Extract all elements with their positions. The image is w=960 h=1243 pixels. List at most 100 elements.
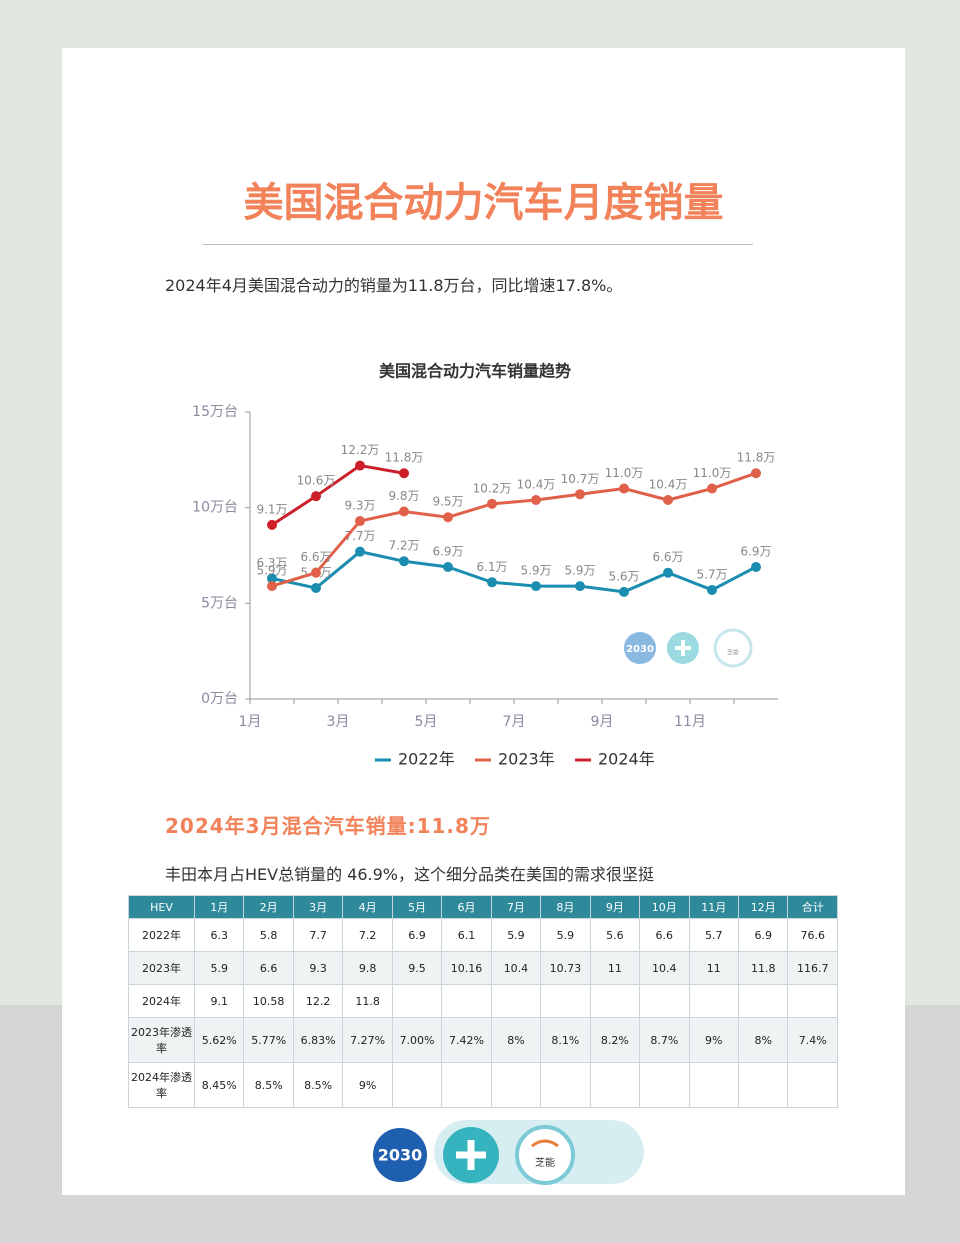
data-label: 10.2万 (473, 481, 512, 495)
table-cell: 6.1 (441, 918, 492, 952)
table-cell (441, 1062, 492, 1108)
logo-brand: 芝能 (535, 1156, 555, 1169)
header-row: HEV 1月 2月 3月 4月 5月 6月 7月 8月 9月 10月 11月 12月 合计 (128, 895, 838, 919)
marker (443, 561, 453, 572)
marker (487, 577, 497, 588)
table-cell: 11 (688, 951, 739, 985)
table-cell: 5.7 (688, 918, 739, 952)
y-tick-label: 0万台 (201, 691, 238, 707)
header-cell: 11月 (688, 895, 739, 919)
table-cell: 10.4 (639, 951, 690, 985)
table-cell (391, 1062, 443, 1108)
section-text: 丰田本月占HEV总销量的 46.9%，这个细分品类在美国的需求很坚挺 (165, 865, 655, 884)
marker (399, 468, 409, 479)
data-label: 10.4万 (649, 478, 688, 492)
table-cell: 9% (342, 1062, 393, 1108)
y-tick-label: 15万台 (192, 404, 238, 420)
marker (399, 556, 409, 567)
marker (707, 584, 717, 595)
legend-label: 2023年 (498, 750, 555, 769)
x-tick-label: 5月 (415, 714, 438, 730)
data-label: 9.8万 (388, 489, 419, 503)
table-cell: 9.1 (193, 984, 245, 1018)
data-label: 11.8万 (737, 451, 776, 465)
table-cell: 5.9 (540, 918, 591, 952)
table-cell (737, 984, 789, 1018)
x-tick-label: 1月 (239, 714, 262, 730)
data-label: 10.6万 (297, 474, 336, 488)
header-cell: 7月 (490, 895, 542, 919)
divider (203, 244, 753, 245)
table-cell: 8.5% (243, 1062, 294, 1108)
data-label: 6.9万 (432, 544, 463, 558)
table-cell: 12.2 (292, 984, 344, 1018)
marker (575, 581, 585, 592)
table-cell (688, 984, 739, 1018)
data-label: 6.1万 (476, 560, 507, 574)
data-label: 5.9万 (256, 564, 287, 578)
data-label: 9.3万 (344, 499, 375, 513)
table-cell (737, 1062, 789, 1108)
header-cell: 合计 (787, 895, 838, 919)
table-cell: 5.8 (243, 918, 294, 952)
table-cell: 8.2% (589, 1017, 641, 1063)
table-cell: 8% (737, 1017, 789, 1063)
table-cell: 9.3 (292, 951, 344, 985)
section-heading: 2024年3月混合汽车销量:11.8万 (165, 814, 491, 838)
table-cell: 5.77% (243, 1017, 294, 1063)
table-cell: 11.8 (342, 984, 393, 1018)
table-cell: 6.83% (292, 1017, 344, 1063)
table-cell (441, 984, 492, 1018)
table-cell: 2023年 (128, 951, 195, 985)
table-row: 2023年 5.9 6.6 9.3 9.8 9.5 10.16 10.4 10.73 11 10.4… (128, 951, 838, 985)
table-cell: 10.58 (243, 984, 294, 1018)
table-cell (639, 984, 690, 1018)
marker (619, 586, 629, 597)
table-cell: 10.16 (441, 951, 492, 985)
table-row: 2022年 6.3 5.8 7.7 7.2 6.9 6.1 5.9 5.9 5.6 6.6 5.7 6.… (128, 918, 838, 952)
card: 美国混合动力汽车月度销量 2024年4月美国混合动力的销量为11.8万台，同比增… (62, 48, 905, 1195)
table-cell: 116.7 (787, 951, 838, 985)
table-cell: 7.7 (292, 918, 344, 952)
table-cell: 8.5% (292, 1062, 344, 1108)
header-cell: 9月 (589, 895, 641, 919)
header-cell: 8月 (540, 895, 591, 919)
data-label: 5.9万 (564, 564, 595, 578)
table-cell: 7.4% (787, 1017, 838, 1063)
table-cell: 2024年渗透率 (128, 1062, 195, 1108)
marker (487, 498, 497, 509)
table-cell: 8% (490, 1017, 542, 1063)
marker (531, 581, 541, 592)
marker (751, 468, 761, 479)
table-cell: 8.7% (639, 1017, 690, 1063)
table-cell: 2023年渗透率 (128, 1017, 195, 1063)
table-cell (589, 1062, 641, 1108)
chart: 美国混合动力汽车销量趋势 2030 芝能 2030 芝能 0万台 5万台 10万台 1… (192, 362, 778, 1185)
table-cell: 10.73 (540, 951, 591, 985)
table-cell: 7.27% (342, 1017, 393, 1063)
table-cell: 6.3 (193, 918, 245, 952)
header-cell: 12月 (737, 895, 789, 919)
header-cell: 6月 (441, 895, 492, 919)
table-row: 2024年 9.1 10.58 12.2 11.8 (128, 984, 838, 1018)
table-cell (688, 1062, 739, 1108)
header-cell: 4月 (342, 895, 393, 919)
table-cell: 6.6 (639, 918, 690, 952)
data-label: 7.2万 (388, 539, 419, 553)
table-cell: 5.62% (193, 1017, 245, 1063)
logo-badge: 2030 (378, 1146, 423, 1165)
header-cell: 10月 (639, 895, 690, 919)
line (271, 463, 405, 527)
logo-brand: 芝能 (727, 649, 739, 657)
table-cell (540, 984, 591, 1018)
logo-badge: 2030 (626, 644, 654, 655)
marker (355, 516, 365, 527)
table-cell: 8.45% (193, 1062, 245, 1108)
data-label: 5.6万 (608, 569, 639, 583)
table-cell (490, 1062, 542, 1108)
table-cell: 76.6 (787, 918, 838, 952)
table-cell: 5.9 (193, 951, 245, 985)
data-label: 6.3万 (256, 556, 287, 570)
